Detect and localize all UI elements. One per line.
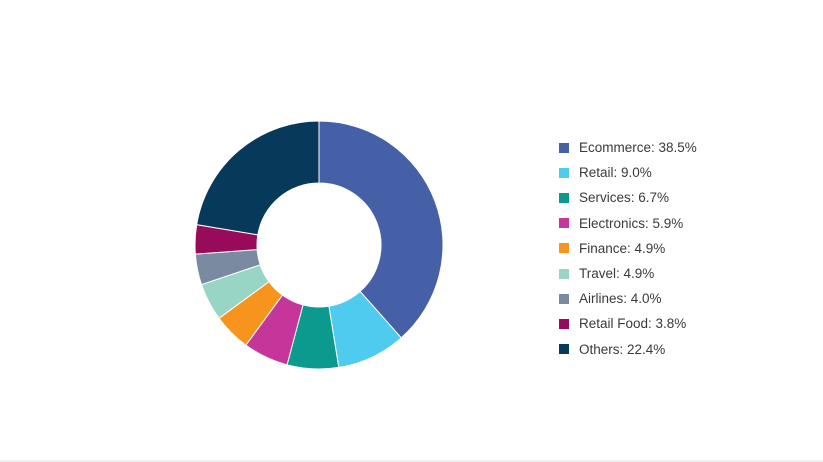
legend-item-finance[interactable]: Finance: 4.9% (559, 236, 697, 261)
legend: Ecommerce: 38.5% Retail: 9.0% Services: … (559, 135, 697, 362)
legend-label-finance: Finance: 4.9% (579, 240, 666, 256)
legend-label-electronics: Electronics: 5.9% (579, 215, 684, 231)
legend-item-airlines[interactable]: Airlines: 4.0% (559, 286, 697, 311)
legend-item-services[interactable]: Services: 6.7% (559, 185, 697, 210)
legend-label-retail-food: Retail Food: 3.8% (579, 316, 687, 332)
legend-swatch-services (559, 192, 569, 203)
legend-swatch-retail (559, 167, 569, 178)
legend-swatch-airlines (559, 293, 569, 304)
legend-swatch-travel (559, 268, 569, 279)
legend-label-retail: Retail: 9.0% (579, 165, 652, 181)
slice-ecommerce[interactable] (318, 120, 444, 339)
legend-label-airlines: Airlines: 4.0% (579, 291, 662, 307)
legend-item-ecommerce[interactable]: Ecommerce: 38.5% (559, 135, 697, 160)
legend-swatch-others (559, 344, 569, 355)
legend-item-electronics[interactable]: Electronics: 5.9% (559, 211, 697, 236)
legend-swatch-finance (559, 243, 569, 254)
legend-swatch-retail-food (559, 318, 569, 329)
legend-label-travel: Travel: 4.9% (579, 266, 655, 282)
legend-label-services: Services: 6.7% (579, 190, 670, 206)
slice-others[interactable] (196, 120, 320, 236)
legend-label-others: Others: 22.4% (579, 341, 666, 357)
legend-swatch-electronics (559, 218, 569, 229)
legend-item-travel[interactable]: Travel: 4.9% (559, 261, 697, 286)
donut-slices (194, 120, 444, 370)
legend-item-retail[interactable]: Retail: 9.0% (559, 160, 697, 185)
bottom-divider (0, 460, 823, 462)
legend-swatch-ecommerce (559, 142, 569, 153)
legend-item-retail-food[interactable]: Retail Food: 3.8% (559, 311, 697, 336)
legend-label-ecommerce: Ecommerce: 38.5% (579, 140, 697, 156)
legend-item-others[interactable]: Others: 22.4% (559, 337, 697, 362)
